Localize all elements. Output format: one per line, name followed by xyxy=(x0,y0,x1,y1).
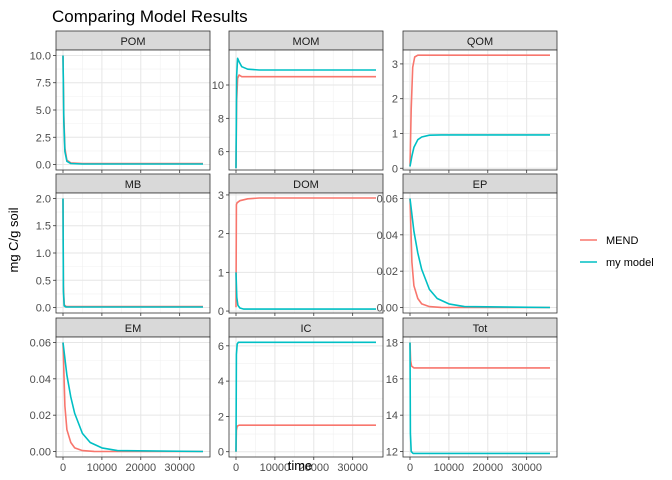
series-line-my-model xyxy=(235,341,376,452)
panel-grid: POM01000020000300000.02.55.07.510.0MOM01… xyxy=(30,30,558,474)
y-tick-label: 4 xyxy=(218,376,224,388)
panel-mb: MB01000020000300000.00.51.01.52.0 xyxy=(36,173,211,330)
x-tick-label: 0 xyxy=(233,462,239,474)
y-tick-label: 2 xyxy=(218,229,224,241)
panel-border xyxy=(402,336,558,458)
y-tick-label: 0.04 xyxy=(377,230,398,242)
panel-strip-label: MOM xyxy=(293,36,320,48)
series-line-my-model xyxy=(62,198,203,308)
y-tick-label: 7.5 xyxy=(36,78,51,90)
panel-dom: DOM01000020000300000123 xyxy=(218,173,384,330)
y-tick-label: 1.5 xyxy=(36,221,51,233)
panel-border xyxy=(228,49,384,171)
x-tick-label: 30000 xyxy=(164,462,195,474)
panel-ep: EP01000020000300000.000.020.040.06 xyxy=(377,173,558,330)
panel-border xyxy=(55,336,211,458)
x-tick-label: 10000 xyxy=(260,462,291,474)
panel-strip-label: POM xyxy=(120,36,145,48)
y-tick-label: 2.5 xyxy=(36,132,51,144)
y-tick-label: 0.00 xyxy=(30,447,51,459)
panel-em: EM 0 10000 20000 30000 0.00 0.02 0.04 0.06 xyxy=(30,317,211,474)
y-tick-label: 10 xyxy=(212,80,224,92)
x-tick-label: 20000 xyxy=(298,462,329,474)
y-tick-label: 8 xyxy=(218,113,224,125)
panel-strip-label: Tot xyxy=(473,323,488,335)
series-line-mend xyxy=(62,342,203,453)
chart-title: Comparing Model Results xyxy=(52,7,248,26)
x-tick-label: 0 xyxy=(407,462,413,474)
x-tick-label: 30000 xyxy=(511,462,542,474)
legend-item-my-model: my model xyxy=(580,257,654,269)
panel-mom: MOM01000020000300006810 xyxy=(212,30,384,187)
y-tick-label: 14 xyxy=(386,410,398,422)
panel-border xyxy=(402,49,558,171)
panel-strip-label: DOM xyxy=(293,179,319,191)
x-tick-label: 0 xyxy=(60,462,66,474)
y-tick-label: 0.02 xyxy=(377,266,398,278)
series-line-my-model xyxy=(409,134,550,167)
x-tick-label: 20000 xyxy=(472,462,503,474)
y-tick-label: 0.02 xyxy=(30,410,51,422)
series-line-mend xyxy=(409,54,550,167)
y-tick-label: 0.04 xyxy=(30,374,51,386)
x-tick-label: 10000 xyxy=(434,462,465,474)
panel-strip-label: IC xyxy=(301,323,312,335)
panel-border xyxy=(228,336,384,458)
y-tick-label: 1.0 xyxy=(36,248,51,260)
x-axis-title: time xyxy=(288,458,313,473)
panel-pom: POM01000020000300000.02.55.07.510.0 xyxy=(30,30,211,187)
panel-strip-label: EM xyxy=(125,323,142,335)
y-tick-label: 6 xyxy=(218,341,224,353)
y-tick-label: 0.5 xyxy=(36,275,51,287)
series-line-my-model xyxy=(235,57,376,169)
legend-label: MEND xyxy=(606,235,638,247)
y-tick-label: 12 xyxy=(386,447,398,459)
y-tick-label: 18 xyxy=(386,337,398,349)
panel-qom: QOM01000020000300000123 xyxy=(392,30,558,187)
y-tick-label: 0 xyxy=(392,163,398,175)
plot-background xyxy=(229,337,383,457)
y-tick-label: 3 xyxy=(392,59,398,71)
panel-strip-label: MB xyxy=(125,179,142,191)
y-tick-label: 10.0 xyxy=(30,50,51,62)
y-tick-label: 0 xyxy=(218,447,224,459)
series-line-my-model xyxy=(62,55,203,165)
y-tick-label: 0.06 xyxy=(30,337,51,349)
series-line-mend xyxy=(409,198,550,309)
y-tick-label: 16 xyxy=(386,374,398,386)
panel-strip-label: EP xyxy=(473,179,488,191)
y-tick-label: 0.0 xyxy=(36,160,51,172)
panel-border xyxy=(228,192,384,314)
legend-item-mend: MEND xyxy=(580,235,638,247)
panel-strip-label: QOM xyxy=(467,36,493,48)
y-tick-label: 2 xyxy=(392,94,398,106)
panel-tot: Tot 0 10000 20000 30000 12 14 16 18 xyxy=(386,317,558,474)
y-tick-label: 0 xyxy=(218,306,224,318)
legend-label: my model xyxy=(606,257,654,269)
panel-border xyxy=(402,192,558,314)
x-tick-label: 30000 xyxy=(337,462,368,474)
series-line-my-model xyxy=(409,342,550,455)
y-tick-label: 1 xyxy=(218,267,224,279)
y-tick-label: 2 xyxy=(218,411,224,423)
y-tick-label: 5.0 xyxy=(36,105,51,117)
panel-ic: IC 0 10000 20000 30000 0 2 4 6 xyxy=(218,317,384,474)
y-tick-label: 3 xyxy=(218,190,224,202)
legend: MEND my model xyxy=(580,235,654,269)
y-tick-label: 2.0 xyxy=(36,193,51,205)
series-line-my-model xyxy=(409,198,551,309)
x-tick-label: 10000 xyxy=(87,462,118,474)
y-tick-label: 6 xyxy=(218,147,224,159)
series-line-my-model xyxy=(62,342,204,453)
plot-background xyxy=(403,50,557,170)
y-tick-label: 1 xyxy=(392,128,398,140)
y-tick-label: 0.06 xyxy=(377,193,398,205)
series-line-mend xyxy=(235,197,376,308)
y-tick-label: 0.00 xyxy=(377,303,398,315)
y-axis-title: mg C/g soil xyxy=(6,207,21,272)
series-line-my-model xyxy=(235,272,376,310)
y-tick-label: 0.0 xyxy=(36,303,51,315)
x-tick-label: 20000 xyxy=(125,462,156,474)
